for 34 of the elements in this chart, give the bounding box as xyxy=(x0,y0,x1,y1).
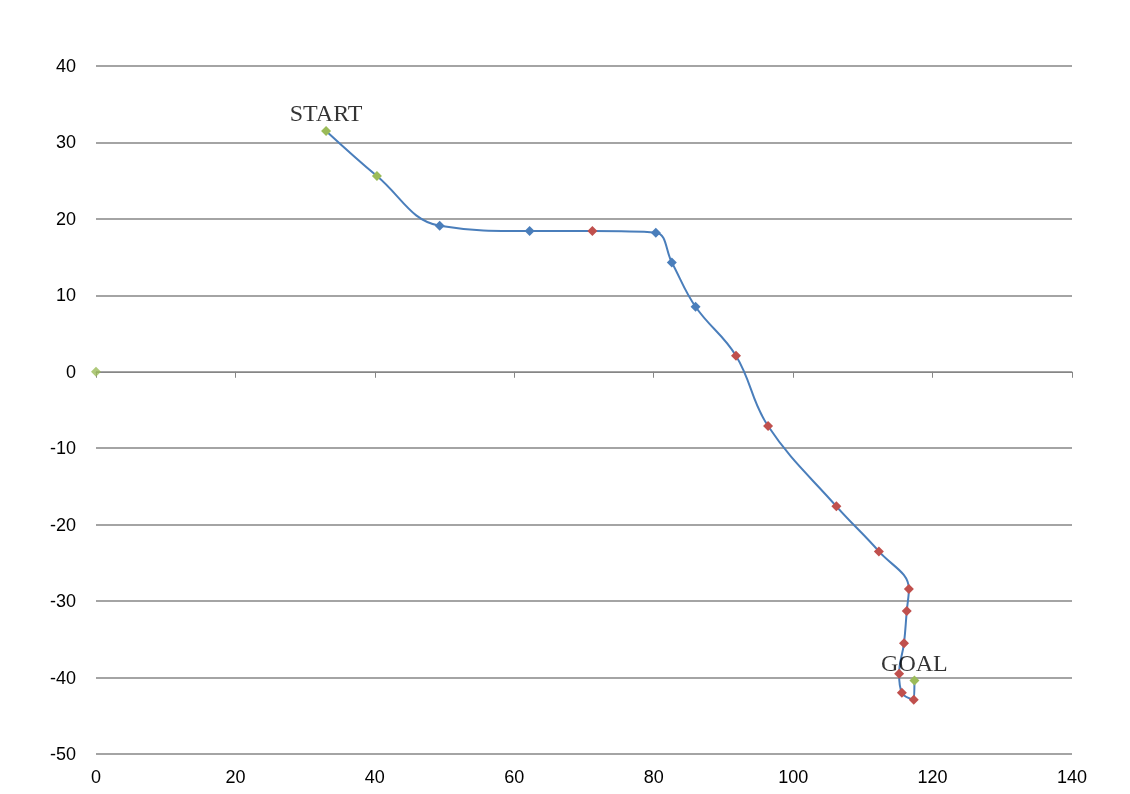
point xyxy=(434,220,445,231)
annotation: START xyxy=(289,99,363,126)
point xyxy=(898,638,909,649)
x-tick-label: 140 xyxy=(1056,767,1088,787)
point xyxy=(901,606,912,617)
point xyxy=(763,421,774,432)
point xyxy=(908,694,919,705)
x-tick-label: 0 xyxy=(90,767,102,787)
y-tick-label: 40 xyxy=(55,56,76,76)
point xyxy=(831,501,842,512)
point xyxy=(650,227,661,238)
y-tick-label: 20 xyxy=(55,208,76,229)
point xyxy=(690,301,701,312)
x-tick-label: 40 xyxy=(364,767,385,787)
point xyxy=(873,546,884,557)
x-tick-label: 20 xyxy=(225,767,246,787)
y-tick-label: 30 xyxy=(55,132,76,153)
point xyxy=(896,687,907,698)
point xyxy=(666,257,677,268)
y-tick-label: -50 xyxy=(49,744,76,764)
point xyxy=(730,350,741,361)
point xyxy=(903,583,914,594)
x-tick-label: 60 xyxy=(504,767,525,787)
y-tick-label: -40 xyxy=(49,667,76,688)
y-tick-label: -20 xyxy=(49,514,76,535)
x-tick-label: 80 xyxy=(643,767,664,787)
point xyxy=(587,226,598,237)
x-tick-label: 100 xyxy=(778,767,809,787)
y-tick-label: 10 xyxy=(55,285,76,306)
point xyxy=(524,226,535,237)
y-tick-label: -10 xyxy=(49,438,76,459)
y-tick-label: 0 xyxy=(65,361,76,382)
x-tick-label: 120 xyxy=(917,767,948,787)
y-tick-label: -30 xyxy=(49,591,76,612)
